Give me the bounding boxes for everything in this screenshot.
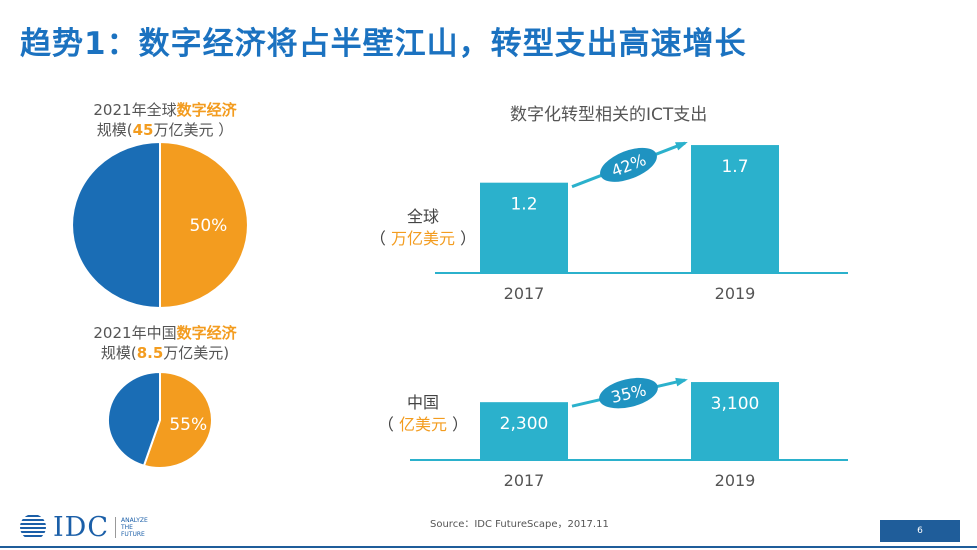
china-region-unit-line: （ 亿美元 ）	[368, 414, 478, 436]
logo-tagline: ANALYZE THE FUTURE	[114, 516, 148, 538]
china-pie-caption-highlight: 数字经济	[176, 324, 237, 342]
china-growth-badge	[599, 377, 658, 409]
global-region-unit-line: （ 万亿美元 ）	[368, 228, 478, 250]
china-region-label: 中国 （ 亿美元 ）	[368, 392, 478, 436]
global-pie-caption-highlight: 数字经济	[176, 101, 237, 119]
global-pie-caption-amount: 45	[132, 121, 154, 139]
china-growth-arrow-head	[675, 377, 688, 387]
idc-logo: IDC ANALYZE THE FUTURE	[18, 511, 148, 543]
global-pie-caption-line2: 规模(45万亿美元 ）	[70, 120, 260, 140]
china-unit-close: ）	[447, 415, 469, 434]
global-pie-caption: 2021年全球数字经济 规模(45万亿美元 ）	[70, 100, 260, 140]
logo-tagline-1: ANALYZE	[120, 516, 148, 524]
global-bar-2019	[691, 145, 779, 273]
global-pie-chart: 50%	[71, 140, 249, 310]
global-unit-open: （	[369, 229, 391, 248]
global-region-name: 全球	[406, 207, 439, 226]
global-tick-label-2017: 2017	[504, 284, 545, 303]
bar-panel-title: 数字化转型相关的ICT支出	[510, 105, 708, 125]
china-tick-label-2017: 2017	[504, 471, 545, 490]
china-pie-chart: 55%	[107, 370, 213, 469]
global-pie-caption-line1: 2021年全球数字经济	[70, 100, 260, 120]
global-pie-caption-unit: 万亿美元 ）	[153, 121, 234, 139]
china-pie-caption-line2: 规模(8.5万亿美元)	[70, 343, 260, 363]
logo-tagline-2: THE	[120, 523, 133, 531]
global-tick-label-2019: 2019	[715, 284, 756, 303]
china-unit-open: （	[377, 415, 399, 434]
global-value-label-2019: 1.7	[721, 157, 748, 177]
china-pie-caption-line1: 2021年中国数字经济	[70, 323, 260, 343]
logo-text: IDC	[53, 511, 109, 543]
global-pie-caption-year: 2021年全球	[93, 101, 177, 119]
global-region-label: 全球 （ 万亿美元 ）	[368, 206, 478, 250]
china-pie-caption-amount: 8.5	[136, 344, 164, 362]
globe-icon	[20, 515, 46, 537]
global-unit-close: ）	[455, 229, 477, 248]
global-pie-slice-1	[71, 140, 161, 310]
source-note: Source：IDC FutureScape，2017.11	[430, 519, 609, 530]
china-pie-caption-scale: 规模(	[100, 344, 137, 362]
global-bar-2017	[480, 182, 568, 273]
china-value-label-2017: 2,300	[500, 414, 549, 434]
china-pie-slice-label-0: 55%	[169, 415, 207, 435]
global-unit: 万亿美元	[390, 229, 455, 248]
global-pie-slice-label-0: 50%	[190, 216, 228, 236]
bottom-rule	[0, 546, 977, 548]
logo-tagline-3: FUTURE	[120, 530, 145, 538]
global-pie-slice-0	[159, 140, 249, 310]
global-growth-badge	[600, 147, 657, 182]
china-tick-label-2019: 2019	[715, 471, 756, 490]
page-number: 6	[880, 520, 960, 542]
china-bar-2017	[480, 402, 568, 460]
china-value-label-2019: 3,100	[711, 394, 760, 414]
china-pie-caption-unit: 万亿美元)	[163, 344, 230, 362]
china-pie-caption-year: 2021年中国	[93, 324, 177, 342]
global-growth-arrow-head	[675, 141, 688, 151]
china-unit: 亿美元	[398, 415, 447, 434]
china-region-name: 中国	[406, 393, 439, 412]
china-bar-2019	[691, 382, 779, 460]
china-pie-slice-1	[107, 370, 161, 467]
global-value-label-2017: 1.2	[510, 195, 537, 215]
page-title: 趋势1：数字经济将占半壁江山，转型支出高速增长	[20, 26, 747, 62]
china-pie-caption: 2021年中国数字经济 规模(8.5万亿美元)	[70, 323, 260, 363]
global-pie-caption-scale: 规模(	[96, 121, 133, 139]
